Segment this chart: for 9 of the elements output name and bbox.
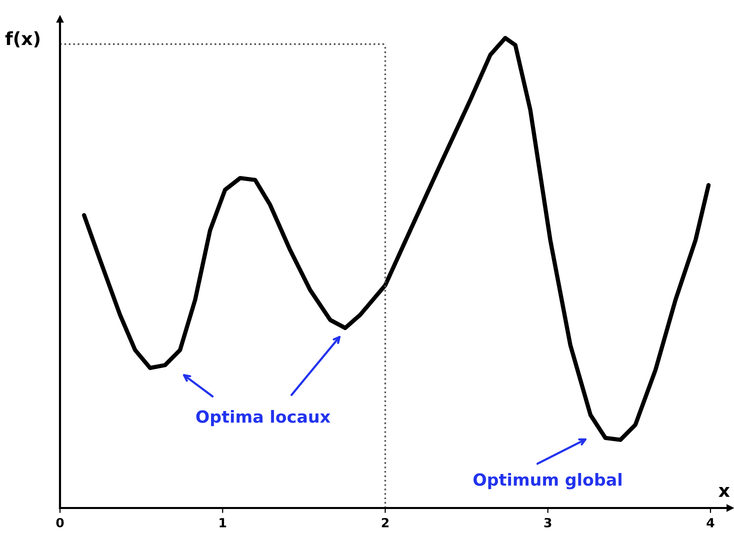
annotation: Optimum global [474, 472, 622, 490]
x-tick-label: 4 [706, 518, 714, 528]
x-tick-label: 2 [382, 518, 389, 528]
x-tick-label: 0 [56, 518, 64, 528]
x-axis-title: x [718, 487, 730, 497]
x-tick-label: 1 [220, 518, 226, 528]
annotation: Optima locaux [196, 410, 330, 426]
y-axis-title: f(x) [5, 31, 40, 48]
x-tick-label: 3 [544, 518, 552, 528]
